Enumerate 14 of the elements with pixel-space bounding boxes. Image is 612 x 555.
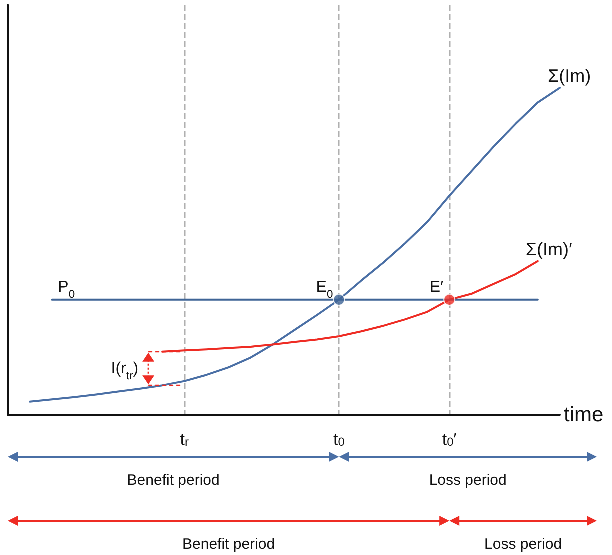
text: Benefit period	[127, 472, 220, 489]
x-tick-label: tr	[180, 430, 190, 449]
series-label: Σ(Im)	[548, 66, 592, 86]
annotation: E′	[430, 278, 444, 296]
series-label: Σ(Im)′	[526, 239, 574, 260]
text: Benefit period	[182, 536, 276, 553]
annotation: P$_{0}$	[58, 278, 76, 301]
x-tick-label: t0	[334, 430, 346, 449]
text: Loss period	[484, 536, 562, 553]
text: Loss period	[429, 472, 507, 489]
x-tick-label: t0′	[442, 430, 457, 449]
x-axis-title: time	[564, 404, 604, 426]
annotation: I(r$_{tr}$)	[111, 360, 139, 383]
annotation: E$_{0}$	[316, 278, 334, 301]
